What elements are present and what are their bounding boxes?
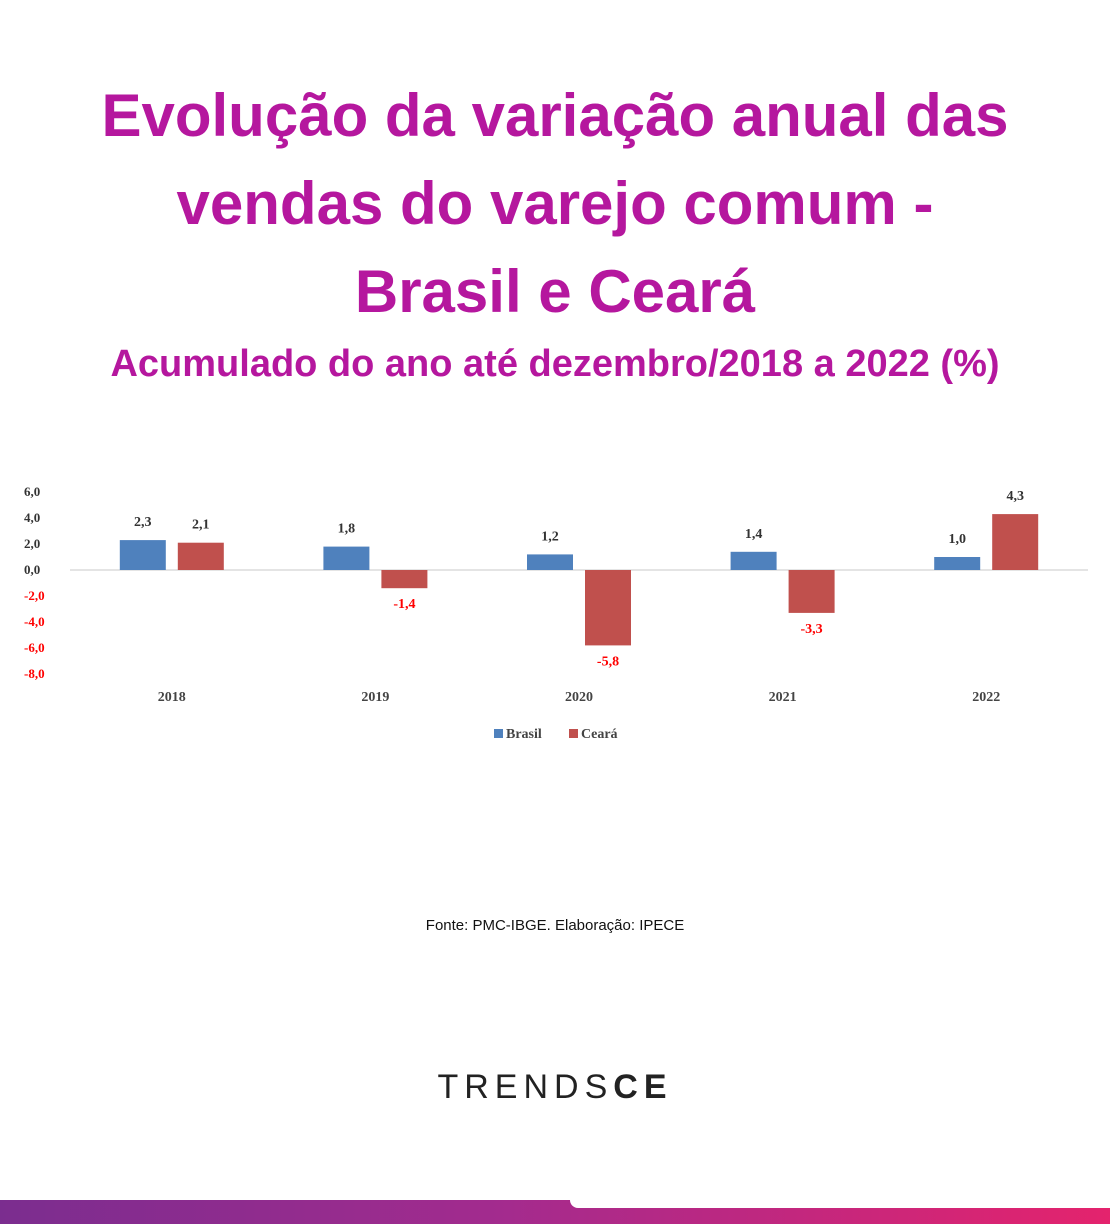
y-tick-label: 6,0 bbox=[24, 484, 40, 499]
bar-chart: 6,0 4,0 2,0 0,0 -2,0 -4,0 -6,0 -8,0 2,3 2,1 2018 1,… bbox=[24, 484, 1088, 742]
x-tick-label: 2018 bbox=[158, 690, 186, 705]
y-tick-label: -4,0 bbox=[24, 614, 45, 629]
y-tick-label: 2,0 bbox=[24, 536, 40, 551]
title-line-3: Brasil e Ceará bbox=[354, 258, 756, 325]
chart-subtitle: Acumulado do ano até dezembro/2018 a 202… bbox=[110, 343, 1000, 385]
data-label: 2,3 bbox=[134, 515, 152, 530]
y-tick-label: 0,0 bbox=[24, 562, 40, 577]
x-tick-label: 2019 bbox=[361, 690, 389, 705]
bar-brasil bbox=[527, 554, 573, 570]
data-label: -3,3 bbox=[801, 622, 823, 637]
y-tick-label: -6,0 bbox=[24, 640, 45, 655]
legend-swatch bbox=[494, 729, 503, 738]
data-label: 1,2 bbox=[541, 529, 559, 544]
bar-ceara bbox=[585, 570, 631, 646]
title-line-2: vendas do varejo comum - bbox=[176, 170, 934, 237]
legend-label: Ceará bbox=[581, 727, 618, 742]
bar-brasil bbox=[730, 551, 777, 570]
data-label: 1,4 bbox=[745, 527, 763, 542]
source-note: Fonte: PMC-IBGE. Elaboração: IPECE bbox=[425, 917, 685, 934]
bar-brasil bbox=[934, 557, 981, 570]
brand-logo: TRENDSCE bbox=[0, 1068, 1110, 1107]
brand-light-text: TRENDS bbox=[437, 1068, 614, 1106]
bottom-gradient-bar bbox=[0, 1200, 1110, 1224]
bar-brasil bbox=[119, 540, 166, 570]
data-label: -1,4 bbox=[393, 597, 415, 612]
data-label: 2,1 bbox=[192, 518, 210, 533]
brand-bold-text: CE bbox=[613, 1068, 673, 1106]
x-tick-label: 2022 bbox=[972, 690, 1000, 705]
bottom-bar-notch bbox=[570, 1200, 1110, 1208]
bar-ceara bbox=[992, 514, 1039, 570]
data-label: 4,3 bbox=[1006, 489, 1024, 504]
legend-swatch bbox=[569, 729, 578, 738]
bar-ceara bbox=[788, 570, 835, 613]
legend-label: Brasil bbox=[506, 727, 542, 742]
bar-ceara bbox=[177, 542, 224, 570]
y-tick-label: 4,0 bbox=[24, 510, 40, 525]
title-line-1: Evolução da variação anual das bbox=[101, 82, 1009, 149]
data-label: -5,8 bbox=[597, 654, 619, 669]
y-tick-label: -8,0 bbox=[24, 666, 45, 681]
bar-brasil bbox=[323, 546, 370, 570]
y-tick-label: -2,0 bbox=[24, 588, 45, 603]
chart-title: Evolução da variação anual das vendas do… bbox=[0, 72, 1110, 336]
x-tick-label: 2021 bbox=[769, 690, 797, 705]
x-tick-label: 2020 bbox=[565, 690, 593, 705]
data-label: 1,8 bbox=[338, 522, 356, 537]
data-label: 1,0 bbox=[948, 532, 966, 547]
bar-ceara bbox=[381, 570, 428, 589]
